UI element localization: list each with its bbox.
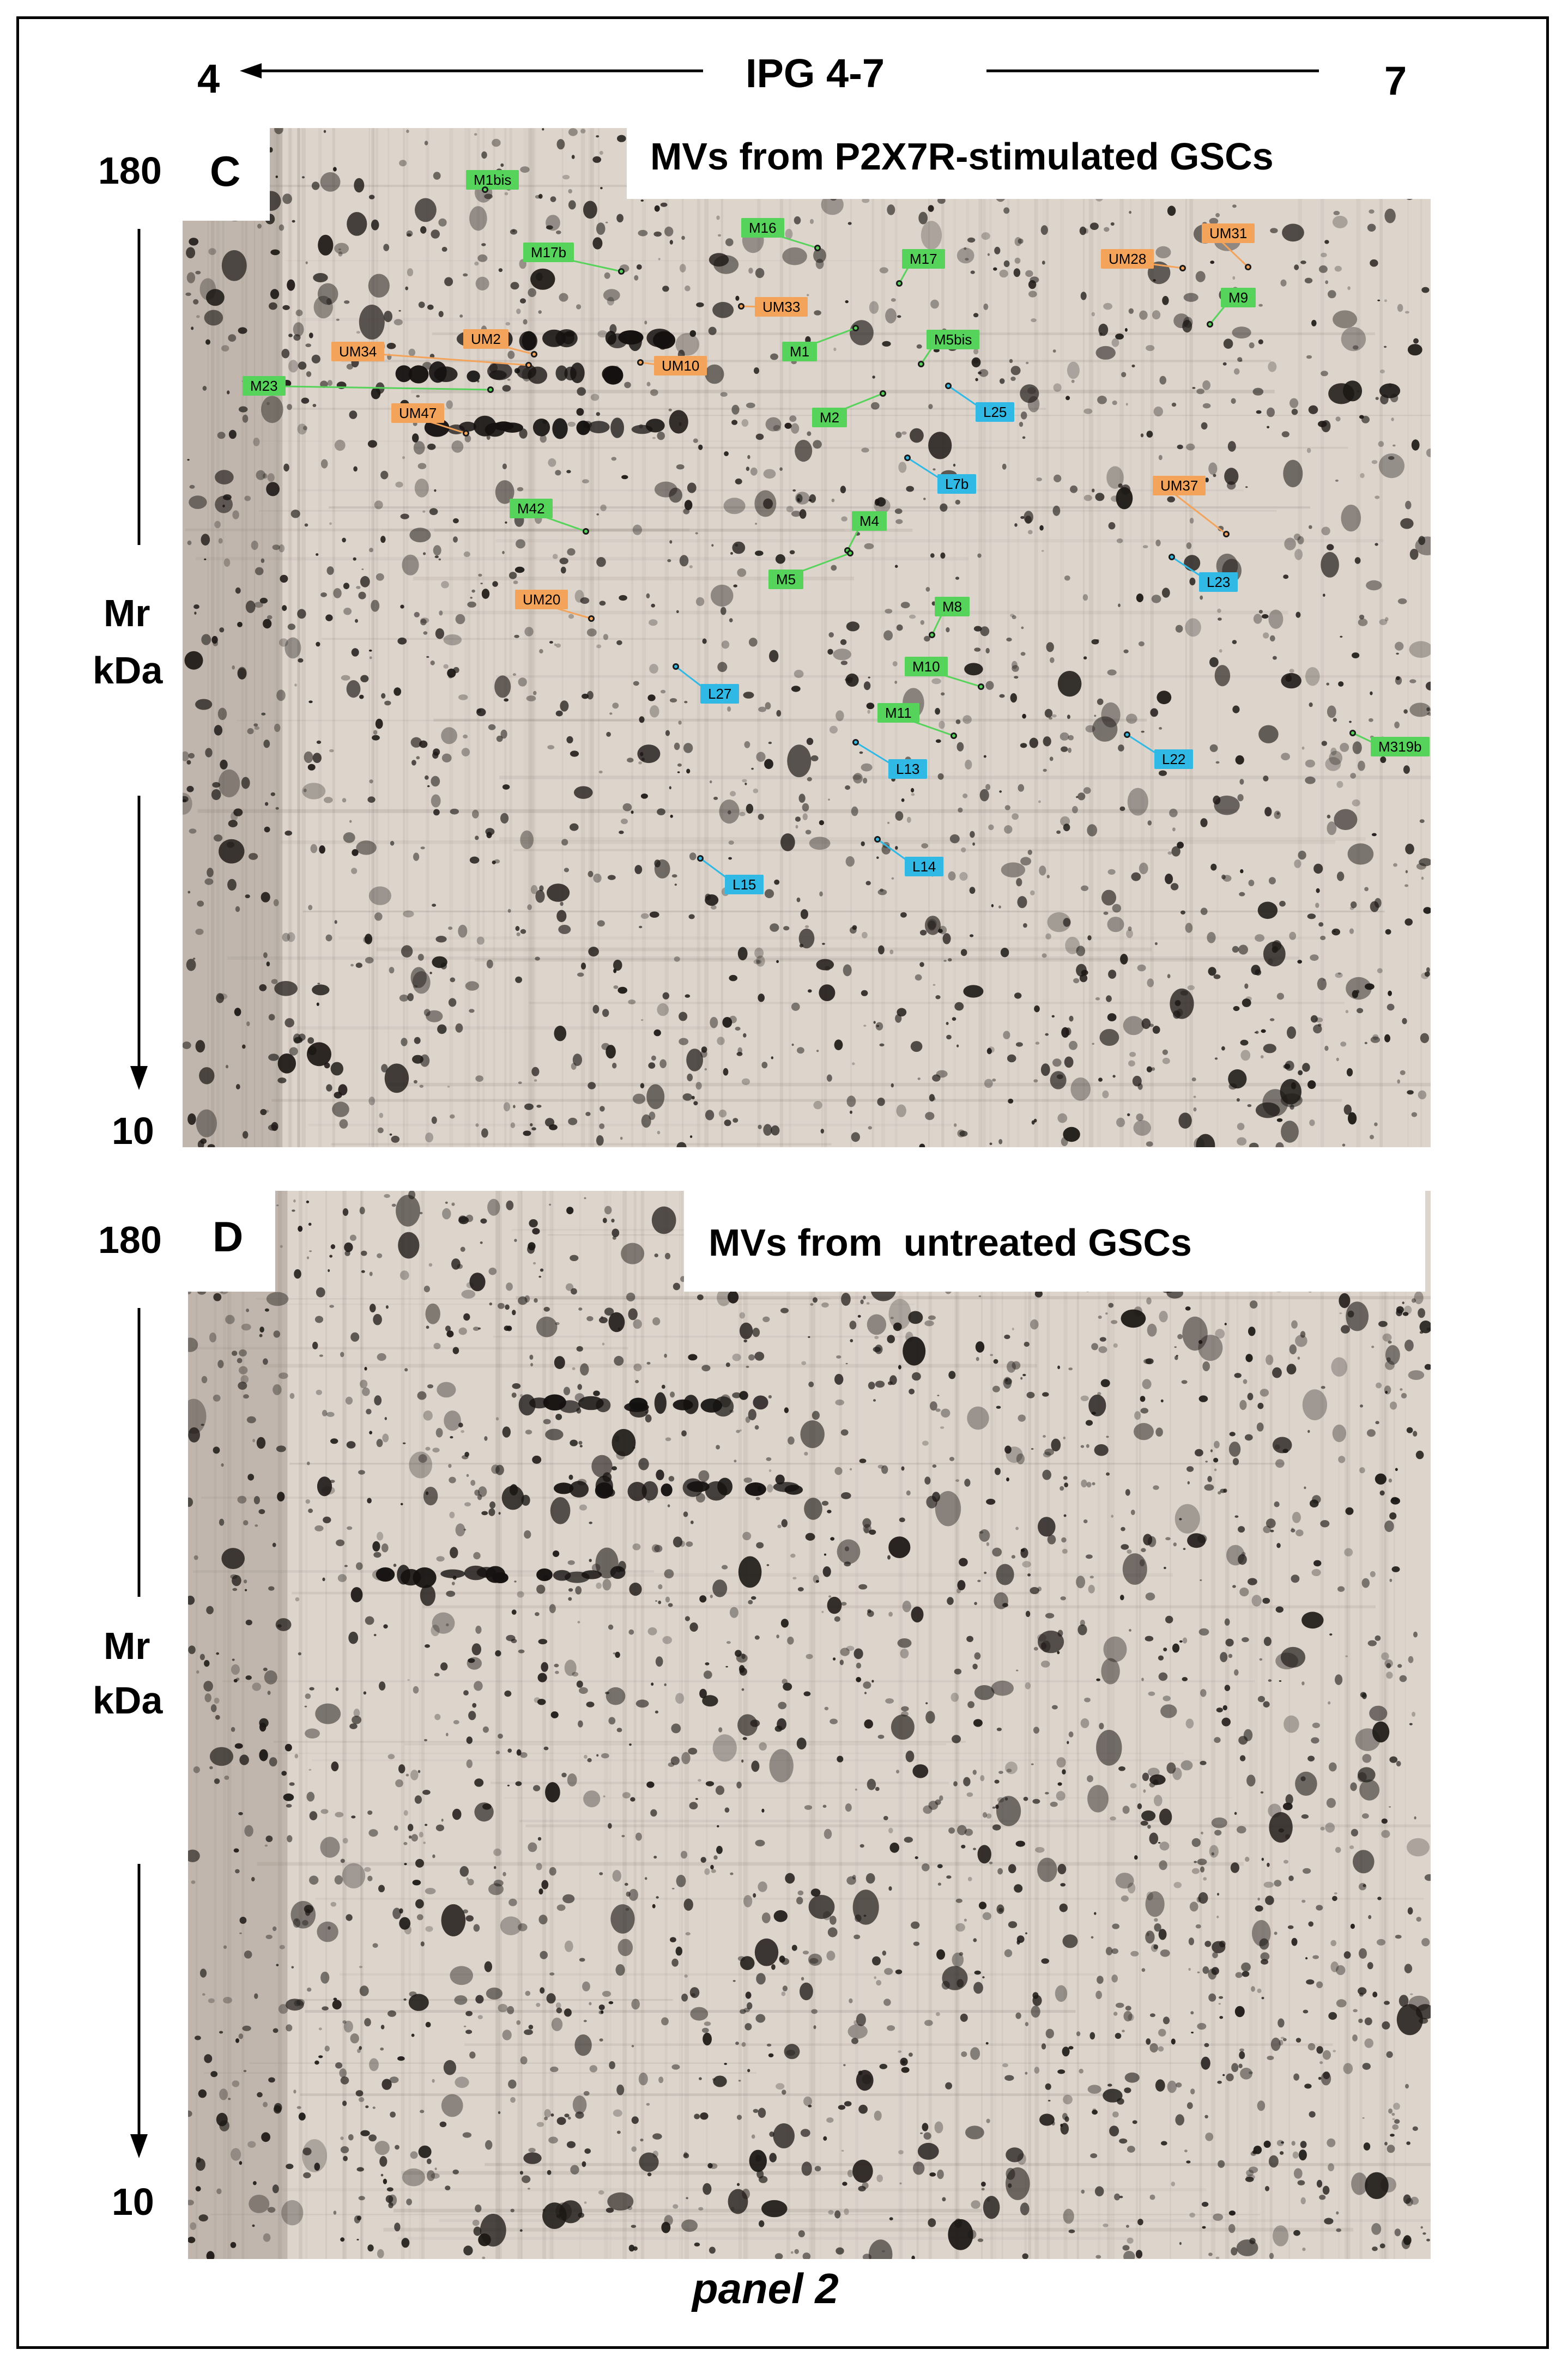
spot-marker-um34	[525, 362, 532, 368]
spot-marker-l15	[697, 855, 704, 862]
ph-axis-arrow-left	[240, 63, 703, 78]
panel-c-mw-axis-arrow	[130, 796, 148, 1090]
spot-marker-m11	[951, 732, 957, 739]
spot-label-m8: M8	[935, 597, 970, 616]
panel-c-letter: C	[210, 147, 241, 195]
spot-label-m319b: M319b	[1371, 737, 1430, 756]
ph-axis-line-right	[986, 69, 1319, 72]
spot-marker-l27	[673, 663, 679, 670]
panel-c-letter-box	[183, 128, 270, 221]
panel-d-mw-axis-upper	[137, 1308, 141, 1597]
panel-d-letter: D	[213, 1213, 244, 1261]
spot-marker-l23	[1169, 554, 1175, 560]
spot-marker-m1	[852, 325, 859, 331]
panel-d-letter-box	[188, 1191, 275, 1292]
panel-d-axis-kda: kDa	[93, 1679, 163, 1722]
spot-label-m17b: M17b	[523, 243, 574, 262]
spot-label-l7b: L7b	[937, 474, 977, 494]
spot-marker-m17b	[618, 268, 625, 275]
spot-label-um28: UM28	[1101, 249, 1154, 269]
spot-label-m5bis: M5bis	[927, 330, 980, 349]
spot-label-m17: M17	[902, 249, 945, 269]
spot-label-m5: M5	[768, 570, 804, 589]
spot-label-m42: M42	[510, 499, 553, 518]
spot-marker-m16	[814, 245, 821, 251]
panel-d-axis-mr: Mr	[104, 1625, 150, 1667]
panel-c-title-box	[627, 128, 1431, 199]
spot-marker-um47	[463, 430, 469, 437]
spot-marker-m2	[880, 390, 886, 397]
panel-d-mw-axis-arrow	[130, 1864, 148, 2158]
ph-low-label: 4	[197, 56, 220, 101]
spot-label-um31: UM31	[1202, 223, 1255, 243]
panel-caption: panel 2	[692, 2264, 839, 2312]
spot-label-m1bis: M1bis	[466, 170, 519, 190]
spot-label-um47: UM47	[391, 403, 445, 423]
spot-marker-m10	[978, 683, 984, 690]
spot-label-l22: L22	[1154, 749, 1194, 769]
panel-d-title-box	[684, 1191, 1425, 1292]
spot-marker-m5	[847, 550, 853, 556]
spot-marker-l13	[852, 739, 859, 746]
spot-label-l27: L27	[700, 684, 740, 704]
panel-d-mw-top: 180	[98, 1219, 162, 1261]
spot-label-m11: M11	[877, 703, 919, 723]
spot-marker-m8	[929, 632, 935, 638]
panel-c-mw-bottom: 10	[112, 1110, 154, 1152]
spot-label-m4: M4	[852, 511, 887, 531]
spot-marker-m319b	[1349, 730, 1356, 736]
panel-c-axis-kda: kDa	[93, 649, 163, 692]
spot-marker-um28	[1179, 265, 1186, 271]
spot-label-l13: L13	[888, 759, 928, 779]
spot-label-m16: M16	[741, 218, 784, 238]
spot-marker-m23	[487, 386, 494, 393]
spot-label-m10: M10	[905, 657, 948, 676]
spot-marker-um10	[637, 359, 644, 366]
spot-marker-um2	[531, 351, 537, 358]
ph-gradient-title: IPG 4-7	[746, 51, 885, 96]
spot-label-m2: M2	[812, 408, 847, 427]
spot-label-l23: L23	[1199, 572, 1238, 592]
spot-label-um34: UM34	[331, 342, 385, 361]
spot-label-l15: L15	[725, 875, 764, 894]
spot-marker-l14	[874, 836, 881, 843]
spot-marker-m1bis	[482, 186, 488, 193]
spot-label-um33: UM33	[755, 297, 808, 317]
spot-marker-l7b	[904, 455, 911, 461]
panel-c-mw-top: 180	[98, 149, 162, 192]
spot-marker-um20	[588, 615, 595, 622]
spot-label-l25: L25	[976, 402, 1015, 422]
spot-marker-um31	[1245, 264, 1251, 270]
gel-image-c	[183, 128, 1431, 1147]
spot-label-um10: UM10	[654, 356, 707, 376]
spot-label-um20: UM20	[515, 590, 568, 609]
spot-marker-um33	[738, 303, 744, 310]
spot-label-um2: UM2	[463, 329, 508, 349]
spot-label-l14: L14	[905, 857, 944, 876]
spot-label-m23: M23	[243, 376, 286, 396]
spot-label-m1: M1	[782, 342, 818, 361]
figure-frame	[16, 16, 1549, 2349]
spot-marker-m42	[583, 528, 589, 535]
spot-marker-l25	[945, 383, 952, 389]
gel-image-d	[188, 1191, 1431, 2259]
panel-d-mw-bottom: 10	[112, 2181, 154, 2223]
panel-c-mw-axis-upper	[137, 229, 141, 545]
spot-label-um37: UM37	[1153, 476, 1206, 495]
panel-d-title: MVs from untreated GSCs	[709, 1221, 1192, 1264]
panel-c-title: MVs from P2X7R-stimulated GSCs	[650, 135, 1274, 178]
spot-label-m9: M9	[1221, 288, 1256, 307]
panel-c-axis-mr: Mr	[104, 592, 150, 634]
spot-marker-um37	[1223, 531, 1230, 537]
spot-marker-m5bis	[918, 361, 924, 367]
ph-high-label: 7	[1384, 58, 1407, 104]
spot-marker-l22	[1124, 731, 1130, 738]
spot-marker-m9	[1207, 321, 1213, 328]
spot-marker-m17	[896, 280, 903, 287]
